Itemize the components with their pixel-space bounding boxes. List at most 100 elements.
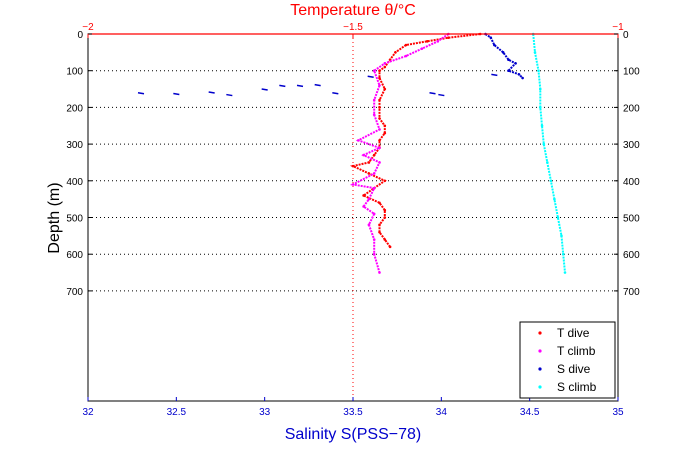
point-t-climb <box>378 161 381 164</box>
point-t-climb <box>362 153 365 157</box>
legend-marker <box>538 349 542 353</box>
temperature-tick-label: −1 <box>612 22 624 33</box>
point-t-climb <box>372 212 376 216</box>
legend-entry-label: T climb <box>557 344 596 358</box>
point-t-climb <box>372 186 376 190</box>
point-s-climb <box>560 234 563 238</box>
point-s-climb <box>563 271 567 274</box>
point-t-dive <box>372 153 376 157</box>
depth-tick-label-left: 400 <box>66 177 83 188</box>
legend-entry-label: S dive <box>557 362 591 376</box>
point-s-climb <box>540 124 544 128</box>
legend-box <box>519 321 616 399</box>
point-s-climb <box>542 142 546 146</box>
point-t-dive <box>394 51 397 54</box>
point-s-dive <box>226 93 233 97</box>
point-t-climb <box>351 183 355 186</box>
point-t-climb <box>383 62 387 65</box>
point-t-climb <box>372 98 376 102</box>
point-s-dive <box>296 84 304 88</box>
point-t-climb <box>378 271 381 274</box>
legend-items: T dive T climb S dive S climb <box>538 326 597 394</box>
y-axis-label: Depth (m) <box>46 182 63 253</box>
point-t-dive <box>383 208 387 212</box>
point-t-dive <box>378 117 381 120</box>
point-t-dive <box>383 179 387 183</box>
point-t-dive <box>367 161 371 164</box>
point-s-dive <box>261 88 268 91</box>
legend-entry-label: S climb <box>557 380 597 394</box>
temperature-tick-label: −1.5 <box>343 22 363 33</box>
point-t-climb <box>372 238 376 241</box>
point-t-dive <box>383 238 387 241</box>
point-s-dive <box>438 93 445 97</box>
point-s-dive <box>521 76 524 80</box>
point-s-dive <box>514 62 517 65</box>
salinity-tick-label: 34 <box>436 407 448 418</box>
point-s-dive <box>489 36 493 39</box>
point-s-climb <box>533 51 537 54</box>
point-s-climb <box>549 179 553 183</box>
point-t-dive <box>378 76 381 80</box>
point-t-climb <box>372 113 376 117</box>
point-t-dive <box>378 201 381 205</box>
point-t-climb <box>378 84 381 87</box>
point-s-climb <box>537 69 540 72</box>
point-t-climb <box>404 54 408 58</box>
point-s-climb <box>546 161 549 164</box>
point-s-dive <box>517 73 521 76</box>
depth-tick-label-right: 500 <box>623 214 640 225</box>
point-t-climb <box>372 172 376 175</box>
salinity-tick-label: 33 <box>259 407 271 418</box>
point-t-dive <box>362 194 365 197</box>
point-s-dive <box>491 73 498 77</box>
point-t-dive <box>378 139 381 142</box>
depth-tick-label-left: 200 <box>66 103 83 114</box>
depth-tick-label-right: 0 <box>623 30 629 41</box>
point-t-dive <box>378 98 381 102</box>
point-t-dive <box>378 223 381 227</box>
point-s-climb <box>538 106 542 109</box>
depth-tick-label-left: 700 <box>66 287 83 298</box>
point-t-dive <box>378 69 381 72</box>
point-t-climb <box>378 146 381 150</box>
series-s-climb <box>532 33 566 273</box>
salinity-tick-label: 33.5 <box>343 407 363 418</box>
point-s-dive <box>279 84 286 88</box>
depth-tick-label-right: 200 <box>623 103 640 114</box>
series-t-dive <box>349 33 481 248</box>
depth-tick-label-left: 600 <box>66 250 83 261</box>
point-s-dive <box>507 69 510 72</box>
point-t-dive <box>378 106 381 109</box>
point-t-climb <box>362 205 365 208</box>
point-s-dive <box>314 83 321 87</box>
depth-tick-label-right: 100 <box>623 67 640 78</box>
series-t-climb <box>349 33 449 273</box>
point-t-climb <box>367 197 371 201</box>
depth-tick-label-left: 300 <box>66 140 83 151</box>
point-t-dive <box>383 65 387 69</box>
depth-tick-label-right: 600 <box>623 250 640 261</box>
point-t-dive <box>367 172 371 175</box>
point-s-dive <box>367 75 374 78</box>
series-s-dive <box>484 33 524 79</box>
salinity-tick-label: 35 <box>612 407 624 418</box>
point-t-dive <box>425 40 429 43</box>
salinity-tick-label: 32.5 <box>167 407 187 418</box>
depth-tick-label-left: 0 <box>77 30 83 41</box>
legend-marker <box>538 331 542 335</box>
point-t-dive <box>383 124 387 128</box>
legend-marker <box>538 367 542 371</box>
point-t-climb <box>372 69 376 72</box>
point-t-dive <box>383 131 387 135</box>
point-s-dive <box>507 58 510 61</box>
legend-marker <box>538 385 542 389</box>
depth-tick-label-left: 100 <box>66 67 83 78</box>
point-s-dive <box>501 51 505 54</box>
point-s-climb <box>538 87 542 91</box>
point-s-climb <box>556 216 560 219</box>
point-t-climb <box>357 139 360 142</box>
point-s-dive <box>332 91 339 95</box>
point-s-climb <box>561 252 565 256</box>
